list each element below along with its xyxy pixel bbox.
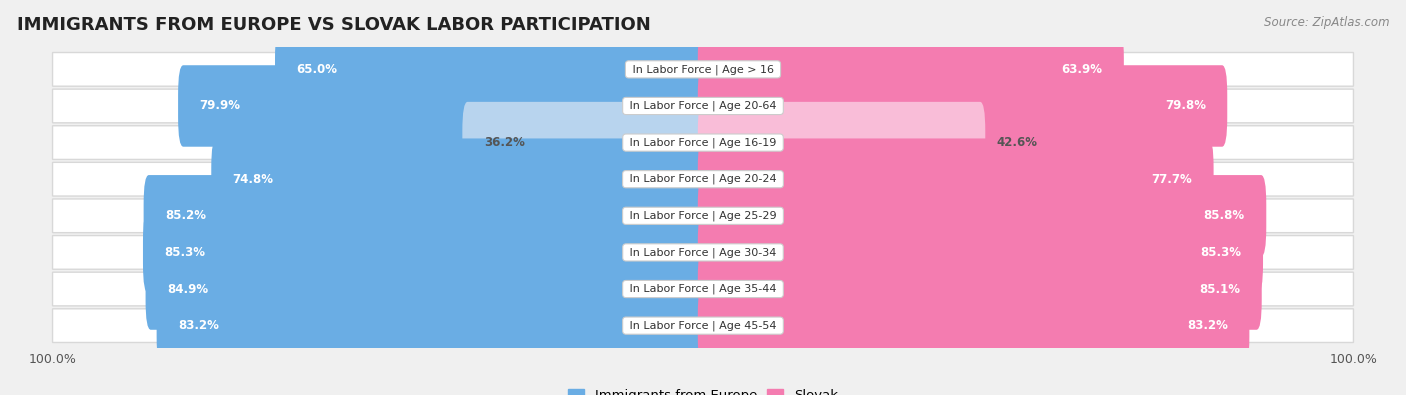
FancyBboxPatch shape bbox=[143, 175, 709, 256]
Text: 63.9%: 63.9% bbox=[1062, 63, 1102, 76]
FancyBboxPatch shape bbox=[697, 65, 1227, 147]
Text: 79.9%: 79.9% bbox=[200, 100, 240, 113]
Text: 85.8%: 85.8% bbox=[1204, 209, 1244, 222]
Text: IMMIGRANTS FROM EUROPE VS SLOVAK LABOR PARTICIPATION: IMMIGRANTS FROM EUROPE VS SLOVAK LABOR P… bbox=[17, 16, 651, 34]
Text: 85.2%: 85.2% bbox=[165, 209, 207, 222]
FancyBboxPatch shape bbox=[211, 139, 709, 220]
Text: 42.6%: 42.6% bbox=[997, 136, 1038, 149]
Text: In Labor Force | Age 45-54: In Labor Force | Age 45-54 bbox=[626, 320, 780, 331]
Text: In Labor Force | Age 35-44: In Labor Force | Age 35-44 bbox=[626, 284, 780, 294]
Text: In Labor Force | Age 25-29: In Labor Force | Age 25-29 bbox=[626, 211, 780, 221]
Text: 85.3%: 85.3% bbox=[165, 246, 205, 259]
FancyBboxPatch shape bbox=[52, 235, 1354, 269]
Text: 83.2%: 83.2% bbox=[1187, 319, 1227, 332]
FancyBboxPatch shape bbox=[52, 89, 1354, 123]
Text: 84.9%: 84.9% bbox=[167, 282, 208, 295]
Text: In Labor Force | Age 20-24: In Labor Force | Age 20-24 bbox=[626, 174, 780, 184]
FancyBboxPatch shape bbox=[697, 212, 1263, 293]
Text: In Labor Force | Age 16-19: In Labor Force | Age 16-19 bbox=[626, 137, 780, 148]
Legend: Immigrants from Europe, Slovak: Immigrants from Europe, Slovak bbox=[562, 384, 844, 395]
FancyBboxPatch shape bbox=[697, 139, 1213, 220]
Text: 36.2%: 36.2% bbox=[484, 136, 524, 149]
Text: 85.3%: 85.3% bbox=[1201, 246, 1241, 259]
FancyBboxPatch shape bbox=[156, 285, 709, 367]
FancyBboxPatch shape bbox=[52, 53, 1354, 86]
FancyBboxPatch shape bbox=[697, 28, 1123, 110]
Text: 77.7%: 77.7% bbox=[1152, 173, 1192, 186]
FancyBboxPatch shape bbox=[463, 102, 709, 183]
FancyBboxPatch shape bbox=[52, 199, 1354, 233]
Text: Source: ZipAtlas.com: Source: ZipAtlas.com bbox=[1264, 16, 1389, 29]
FancyBboxPatch shape bbox=[52, 126, 1354, 160]
Text: 85.1%: 85.1% bbox=[1199, 282, 1240, 295]
FancyBboxPatch shape bbox=[276, 28, 709, 110]
FancyBboxPatch shape bbox=[697, 102, 986, 183]
Text: In Labor Force | Age 20-64: In Labor Force | Age 20-64 bbox=[626, 101, 780, 111]
FancyBboxPatch shape bbox=[52, 309, 1354, 342]
FancyBboxPatch shape bbox=[179, 65, 709, 147]
FancyBboxPatch shape bbox=[697, 285, 1250, 367]
Text: 65.0%: 65.0% bbox=[297, 63, 337, 76]
FancyBboxPatch shape bbox=[697, 175, 1267, 256]
FancyBboxPatch shape bbox=[146, 248, 709, 330]
Text: 83.2%: 83.2% bbox=[179, 319, 219, 332]
FancyBboxPatch shape bbox=[697, 248, 1261, 330]
FancyBboxPatch shape bbox=[143, 212, 709, 293]
FancyBboxPatch shape bbox=[52, 162, 1354, 196]
Text: In Labor Force | Age 30-34: In Labor Force | Age 30-34 bbox=[626, 247, 780, 258]
Text: 74.8%: 74.8% bbox=[233, 173, 274, 186]
Text: In Labor Force | Age > 16: In Labor Force | Age > 16 bbox=[628, 64, 778, 75]
Text: 79.8%: 79.8% bbox=[1164, 100, 1206, 113]
FancyBboxPatch shape bbox=[52, 272, 1354, 306]
